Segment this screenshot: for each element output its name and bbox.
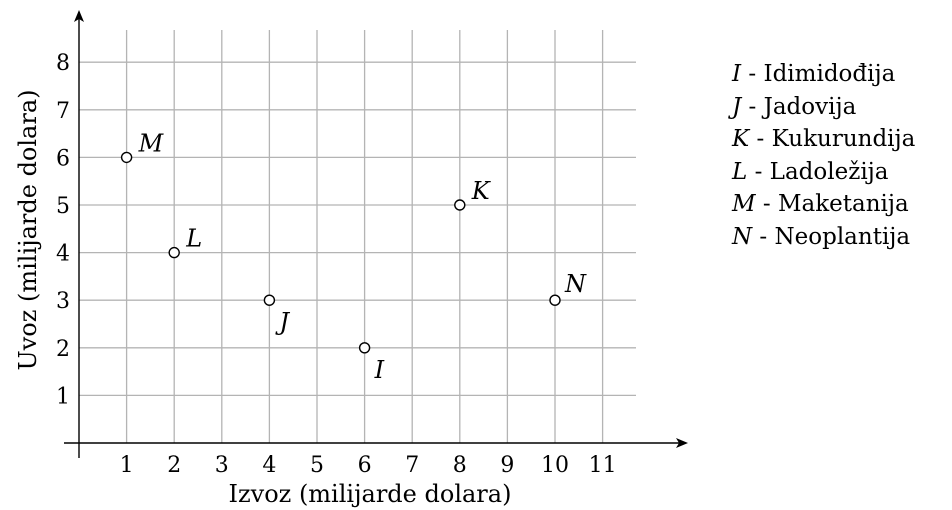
- data-point-l: [168, 246, 180, 259]
- point-label-i: I: [374, 356, 385, 384]
- data-point-i: [358, 342, 371, 354]
- y-tick-label: 4: [56, 242, 70, 267]
- x-tick-label: 6: [358, 453, 372, 478]
- legend-text: - Neoplantija: [752, 223, 911, 250]
- legend-entry: N - Neoplantija: [732, 221, 915, 254]
- legend-text: - Jadovija: [741, 93, 857, 120]
- x-tick-label: 3: [215, 453, 229, 478]
- point-label-m: M: [138, 129, 165, 157]
- legend-entry: L - Ladoležija: [732, 156, 915, 189]
- x-tick-label: 4: [262, 453, 276, 478]
- legend-letter: L: [732, 158, 748, 185]
- y-axis-label: Uvoz (milijarde dolara): [14, 89, 42, 370]
- point-label-k: K: [471, 177, 492, 205]
- y-tick-label: 8: [56, 51, 70, 76]
- grid: [79, 30, 636, 443]
- x-tick-label: 5: [310, 453, 324, 478]
- data-point-j: [263, 294, 276, 306]
- legend-letter: M: [732, 191, 756, 217]
- data-point-k: [454, 199, 466, 211]
- y-tick-label: 5: [56, 194, 70, 219]
- data-points: M L J I K N: [120, 129, 587, 384]
- legend-text: - Maketanija: [755, 191, 909, 217]
- x-tick-label: 1: [120, 453, 134, 478]
- x-tick-label: 9: [500, 453, 514, 478]
- x-tick-label: 2: [167, 453, 181, 478]
- legend-letter: K: [732, 126, 750, 152]
- point-label-n: N: [564, 270, 587, 298]
- axes: [64, 10, 688, 458]
- x-tick-label: 11: [589, 453, 617, 478]
- legend-entry: K - Kukurundija: [732, 123, 915, 156]
- x-axis-arrow: [676, 438, 688, 448]
- legend-letter: I: [732, 61, 742, 87]
- point-label-j: J: [274, 308, 290, 336]
- data-point-n: [549, 294, 561, 306]
- point-label-l: L: [185, 225, 202, 253]
- legend-text: - Kukurundija: [749, 126, 916, 152]
- data-point-m: [120, 151, 133, 164]
- x-tick-label: 7: [405, 453, 419, 478]
- legend: I - Idimidođija J - Jadovija K - Kukurundi…: [732, 58, 915, 253]
- y-tick-label: 1: [56, 384, 70, 409]
- legend-text: - Ladoležija: [747, 158, 889, 185]
- x-tick-label: 10: [541, 453, 569, 478]
- legend-entry: I - Idimidođija: [732, 58, 915, 91]
- y-axis-arrow: [74, 10, 84, 22]
- y-tick-label: 3: [56, 289, 70, 314]
- y-tick-label: 6: [56, 146, 70, 171]
- y-tick-label: 7: [56, 99, 70, 124]
- legend-letter: J: [732, 93, 742, 120]
- legend-entry: M - Maketanija: [732, 188, 915, 221]
- x-axis-label: Izvoz (milijarde dolara): [229, 480, 512, 508]
- x-tick-label: 8: [453, 453, 467, 478]
- legend-text: - Idimidođija: [741, 61, 896, 87]
- y-tick-label: 2: [56, 337, 70, 362]
- legend-entry: J - Jadovija: [732, 91, 915, 124]
- legend-letter: N: [732, 223, 753, 250]
